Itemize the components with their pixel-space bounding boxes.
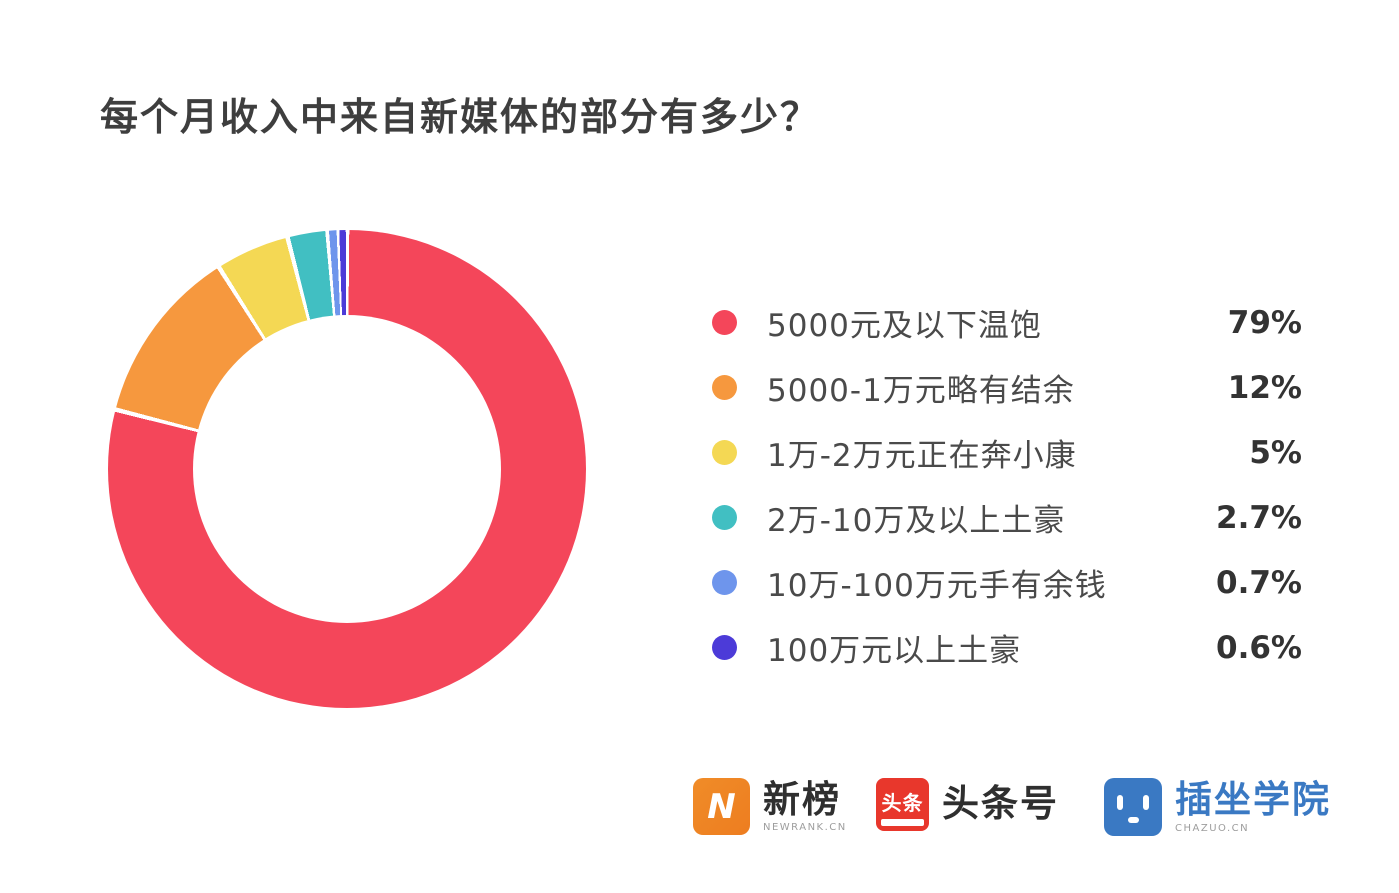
legend-label: 1万-2万元正在奔小康 <box>767 438 1077 474</box>
legend-item: 5000-1万元略有结余 12% <box>712 355 1302 420</box>
toutiao-icon-strip <box>881 819 924 826</box>
legend-item: 5000元及以下温饱 79% <box>712 290 1302 355</box>
legend-label: 100万元以上土豪 <box>767 633 1022 669</box>
legend-percent-value: 2.7% <box>1216 499 1302 536</box>
toutiao-logo: 头条 头条号 <box>876 778 1059 831</box>
legend-label: 10万-100万元手有余钱 <box>767 568 1107 604</box>
legend-color-dot <box>712 635 737 660</box>
newrank-icon: N <box>693 778 750 835</box>
chazuo-name: 插坐学院 <box>1175 778 1331 822</box>
legend-percent-value: 0.7% <box>1216 564 1302 601</box>
legend-percent-value: 12% <box>1227 369 1302 406</box>
page-title: 每个月收入中来自新媒体的部分有多少？ <box>100 95 821 139</box>
legend-percent-value: 79% <box>1227 304 1302 341</box>
toutiao-icon-text: 头条 <box>881 791 924 815</box>
legend-item: 100万元以上土豪 0.6% <box>712 615 1302 680</box>
donut-hole <box>193 315 501 623</box>
legend-color-dot <box>712 505 737 530</box>
legend-item: 2万-10万及以上土豪 2.7% <box>712 485 1302 550</box>
legend-label: 2万-10万及以上土豪 <box>767 503 1066 539</box>
chazuo-logo: 插坐学院 CHAZUO.CN <box>1104 778 1331 836</box>
robot-mouth <box>1128 817 1139 823</box>
legend-color-dot <box>712 570 737 595</box>
legend-color-dot <box>712 310 737 335</box>
chart-legend: 5000元及以下温饱 79% 5000-1万元略有结余 12% 1万-2万元正在… <box>712 290 1302 680</box>
toutiao-icon: 头条 <box>876 778 929 831</box>
newrank-url-text: NEWRANK.CN <box>763 822 847 834</box>
robot-eye-right <box>1143 795 1149 810</box>
legend-percent-value: 5% <box>1249 434 1302 471</box>
legend-label: 5000元及以下温饱 <box>767 308 1042 344</box>
legend-color-dot <box>712 440 737 465</box>
newrank-icon-letter: N <box>707 786 736 827</box>
legend-color-dot <box>712 375 737 400</box>
toutiao-name: 头条号 <box>942 782 1059 826</box>
robot-eye-left <box>1117 795 1123 810</box>
donut-chart <box>108 230 586 708</box>
chazuo-url-text: CHAZUO.CN <box>1175 822 1250 834</box>
legend-item: 10万-100万元手有余钱 0.7% <box>712 550 1302 615</box>
legend-percent-value: 0.6% <box>1216 629 1302 666</box>
chazuo-robot-icon <box>1104 778 1162 836</box>
legend-label: 5000-1万元略有结余 <box>767 373 1075 409</box>
legend-item: 1万-2万元正在奔小康 5% <box>712 420 1302 485</box>
newrank-name: 新榜 <box>763 777 841 821</box>
newrank-logo: N 新榜 NEWRANK.CN <box>693 778 847 835</box>
